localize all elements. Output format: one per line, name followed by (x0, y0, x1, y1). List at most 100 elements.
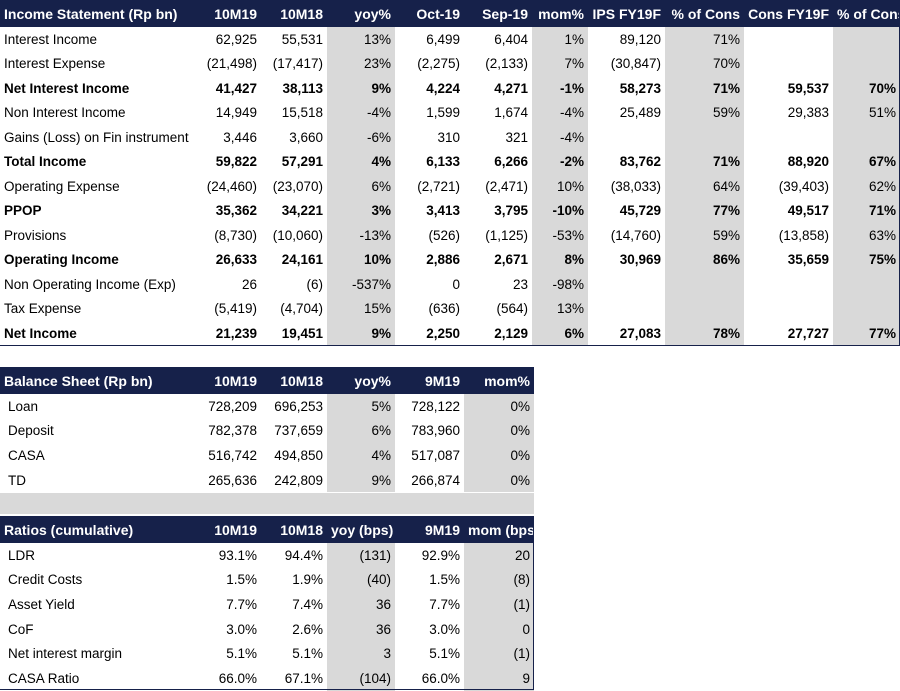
table-cell (665, 272, 744, 297)
table-cell (833, 51, 900, 76)
table-cell (744, 52, 833, 77)
table-cell: (1,125) (485, 227, 528, 243)
table-cell: 77% (665, 198, 744, 223)
table-cell (744, 297, 833, 322)
table-cell: 62% (833, 174, 900, 199)
table-cell: 737,659 (274, 423, 323, 439)
table-cell: 265,636 (208, 472, 257, 488)
ratios-header-cell: yoy (bps) (327, 516, 395, 543)
table-cell: 6,499 (426, 31, 460, 47)
table-cell: 696,253 (274, 398, 323, 414)
table-cell: 517,087 (411, 447, 460, 463)
table-cell: 6,133 (426, 154, 460, 170)
table-row: Loan 728,209 696,253 5% 728,122 0% (0, 394, 534, 419)
row-label: CoF (8, 621, 34, 637)
table-cell (588, 272, 665, 297)
table-cell: 0% (464, 467, 534, 493)
table-cell: 59% (665, 100, 744, 125)
table-cell: 94.4% (284, 547, 323, 563)
table-cell: 34,221 (281, 203, 323, 219)
table-cell: (14,760) (610, 227, 661, 243)
table-cell: 0 (464, 616, 534, 642)
balance-body: Loan 728,209 696,253 5% 728,122 0% Deposit 782,… (0, 394, 534, 493)
row-label: Non Operating Income (Exp) (4, 276, 176, 292)
table-cell: -4% (532, 100, 588, 125)
table-row: Tax Expense (5,419) (4,704) 15% (636) (564) 13… (0, 296, 900, 322)
table-cell: 3.0% (226, 621, 257, 637)
row-label: PPOP (4, 203, 42, 219)
table-cell: 3% (327, 198, 395, 223)
table-row: Net interest margin 5.1% 5.1% 3 5.1% (1) (0, 641, 534, 666)
table-cell: 62,925 (215, 31, 257, 47)
income-header-cell: Oct-19 (395, 0, 464, 27)
row-label: Loan (8, 398, 39, 414)
table-cell: 10% (532, 174, 588, 199)
income-header-cell: Sep-19 (464, 0, 532, 27)
table-cell: 36 (327, 592, 395, 617)
row-label: Credit Costs (8, 572, 83, 588)
table-cell (588, 297, 665, 322)
ratios-table: Ratios (cumulative) 10M19 10M18 yoy (bps) 9M… (0, 516, 534, 691)
table-cell: 38,113 (282, 80, 323, 96)
table-cell: 64% (665, 174, 744, 199)
table-cell: (8,730) (214, 227, 257, 243)
table-cell: (10,060) (272, 227, 323, 243)
table-cell: 71% (665, 27, 744, 52)
table-row: Non Operating Income (Exp) 26 (6) -537% 0 23-… (0, 272, 900, 297)
table-row: TD 265,636 242,809 9% 266,874 0% (0, 467, 534, 493)
table-cell: 13% (532, 296, 588, 321)
table-cell: 3,660 (289, 129, 323, 145)
table-cell: 66.0% (218, 670, 257, 686)
table-cell: (21,498) (206, 56, 257, 72)
table-cell: 7% (532, 51, 588, 76)
table-cell: (13,858) (778, 227, 829, 243)
table-cell: 70% (833, 76, 900, 101)
table-row: CoF 3.0% 2.6% 36 3.0% 0 (0, 616, 534, 642)
table-cell: 4,271 (494, 80, 528, 96)
table-cell: -98% (532, 272, 588, 297)
table-cell: 5.1% (292, 646, 323, 662)
ratios-header-cell: Ratios (cumulative) (0, 516, 190, 543)
table-cell: 15% (327, 296, 395, 321)
table-cell: 71% (833, 198, 900, 223)
row-label: Operating Expense (4, 178, 120, 194)
table-cell: 23 (512, 276, 528, 292)
table-cell: 23% (327, 51, 395, 76)
row-label: Tax Expense (4, 301, 82, 317)
table-cell: 242,809 (274, 472, 323, 488)
table-cell: -13% (327, 223, 395, 248)
table-row: CASA Ratio 66.0% 67.1% (104) 66.0% 9 (0, 665, 534, 691)
table-cell: (564) (496, 301, 528, 317)
table-cell: 51% (833, 100, 900, 125)
table-cell: 6,266 (494, 154, 528, 170)
income-statement-table: Income Statement (Rp bn) 10M19 10M18 yoy% Oc… (0, 0, 900, 346)
table-row: Non Interest Income 14,949 15,518 -4% 1,599 1… (0, 100, 900, 125)
table-cell: (131) (327, 543, 395, 568)
row-label: Net Income (4, 325, 77, 341)
income-header-cell: % of Cons (665, 0, 744, 27)
income-header-cell: 10M19 (190, 0, 261, 27)
table-cell: 71% (665, 76, 744, 101)
table-cell (744, 125, 833, 150)
row-label: Operating Income (4, 252, 119, 268)
balance-sheet-table: Balance Sheet (Rp bn) 10M19 10M18 yoy% 9M19 m… (0, 367, 534, 493)
row-label: Deposit (8, 423, 54, 439)
table-cell (744, 272, 833, 297)
balance-header-cell: 10M19 (190, 367, 261, 394)
balance-shade-extension (0, 493, 534, 514)
table-row: LDR 93.1% 94.4% (131) 92.9% 20 (0, 543, 534, 568)
table-cell: (23,070) (272, 178, 323, 194)
table-cell: 93.1% (218, 547, 257, 563)
table-cell: 782,378 (208, 423, 257, 439)
table-cell (833, 272, 900, 297)
table-cell (833, 296, 900, 321)
table-cell: 4% (327, 149, 395, 174)
table-cell: 86% (665, 247, 744, 272)
table-cell: 3.0% (429, 621, 460, 637)
table-cell: (2,471) (485, 178, 528, 194)
table-cell: 5% (327, 394, 395, 419)
income-header-cell: Cons FY19F (744, 0, 833, 27)
table-cell: -53% (532, 223, 588, 248)
table-cell: (1) (464, 592, 534, 617)
table-cell (744, 27, 833, 52)
